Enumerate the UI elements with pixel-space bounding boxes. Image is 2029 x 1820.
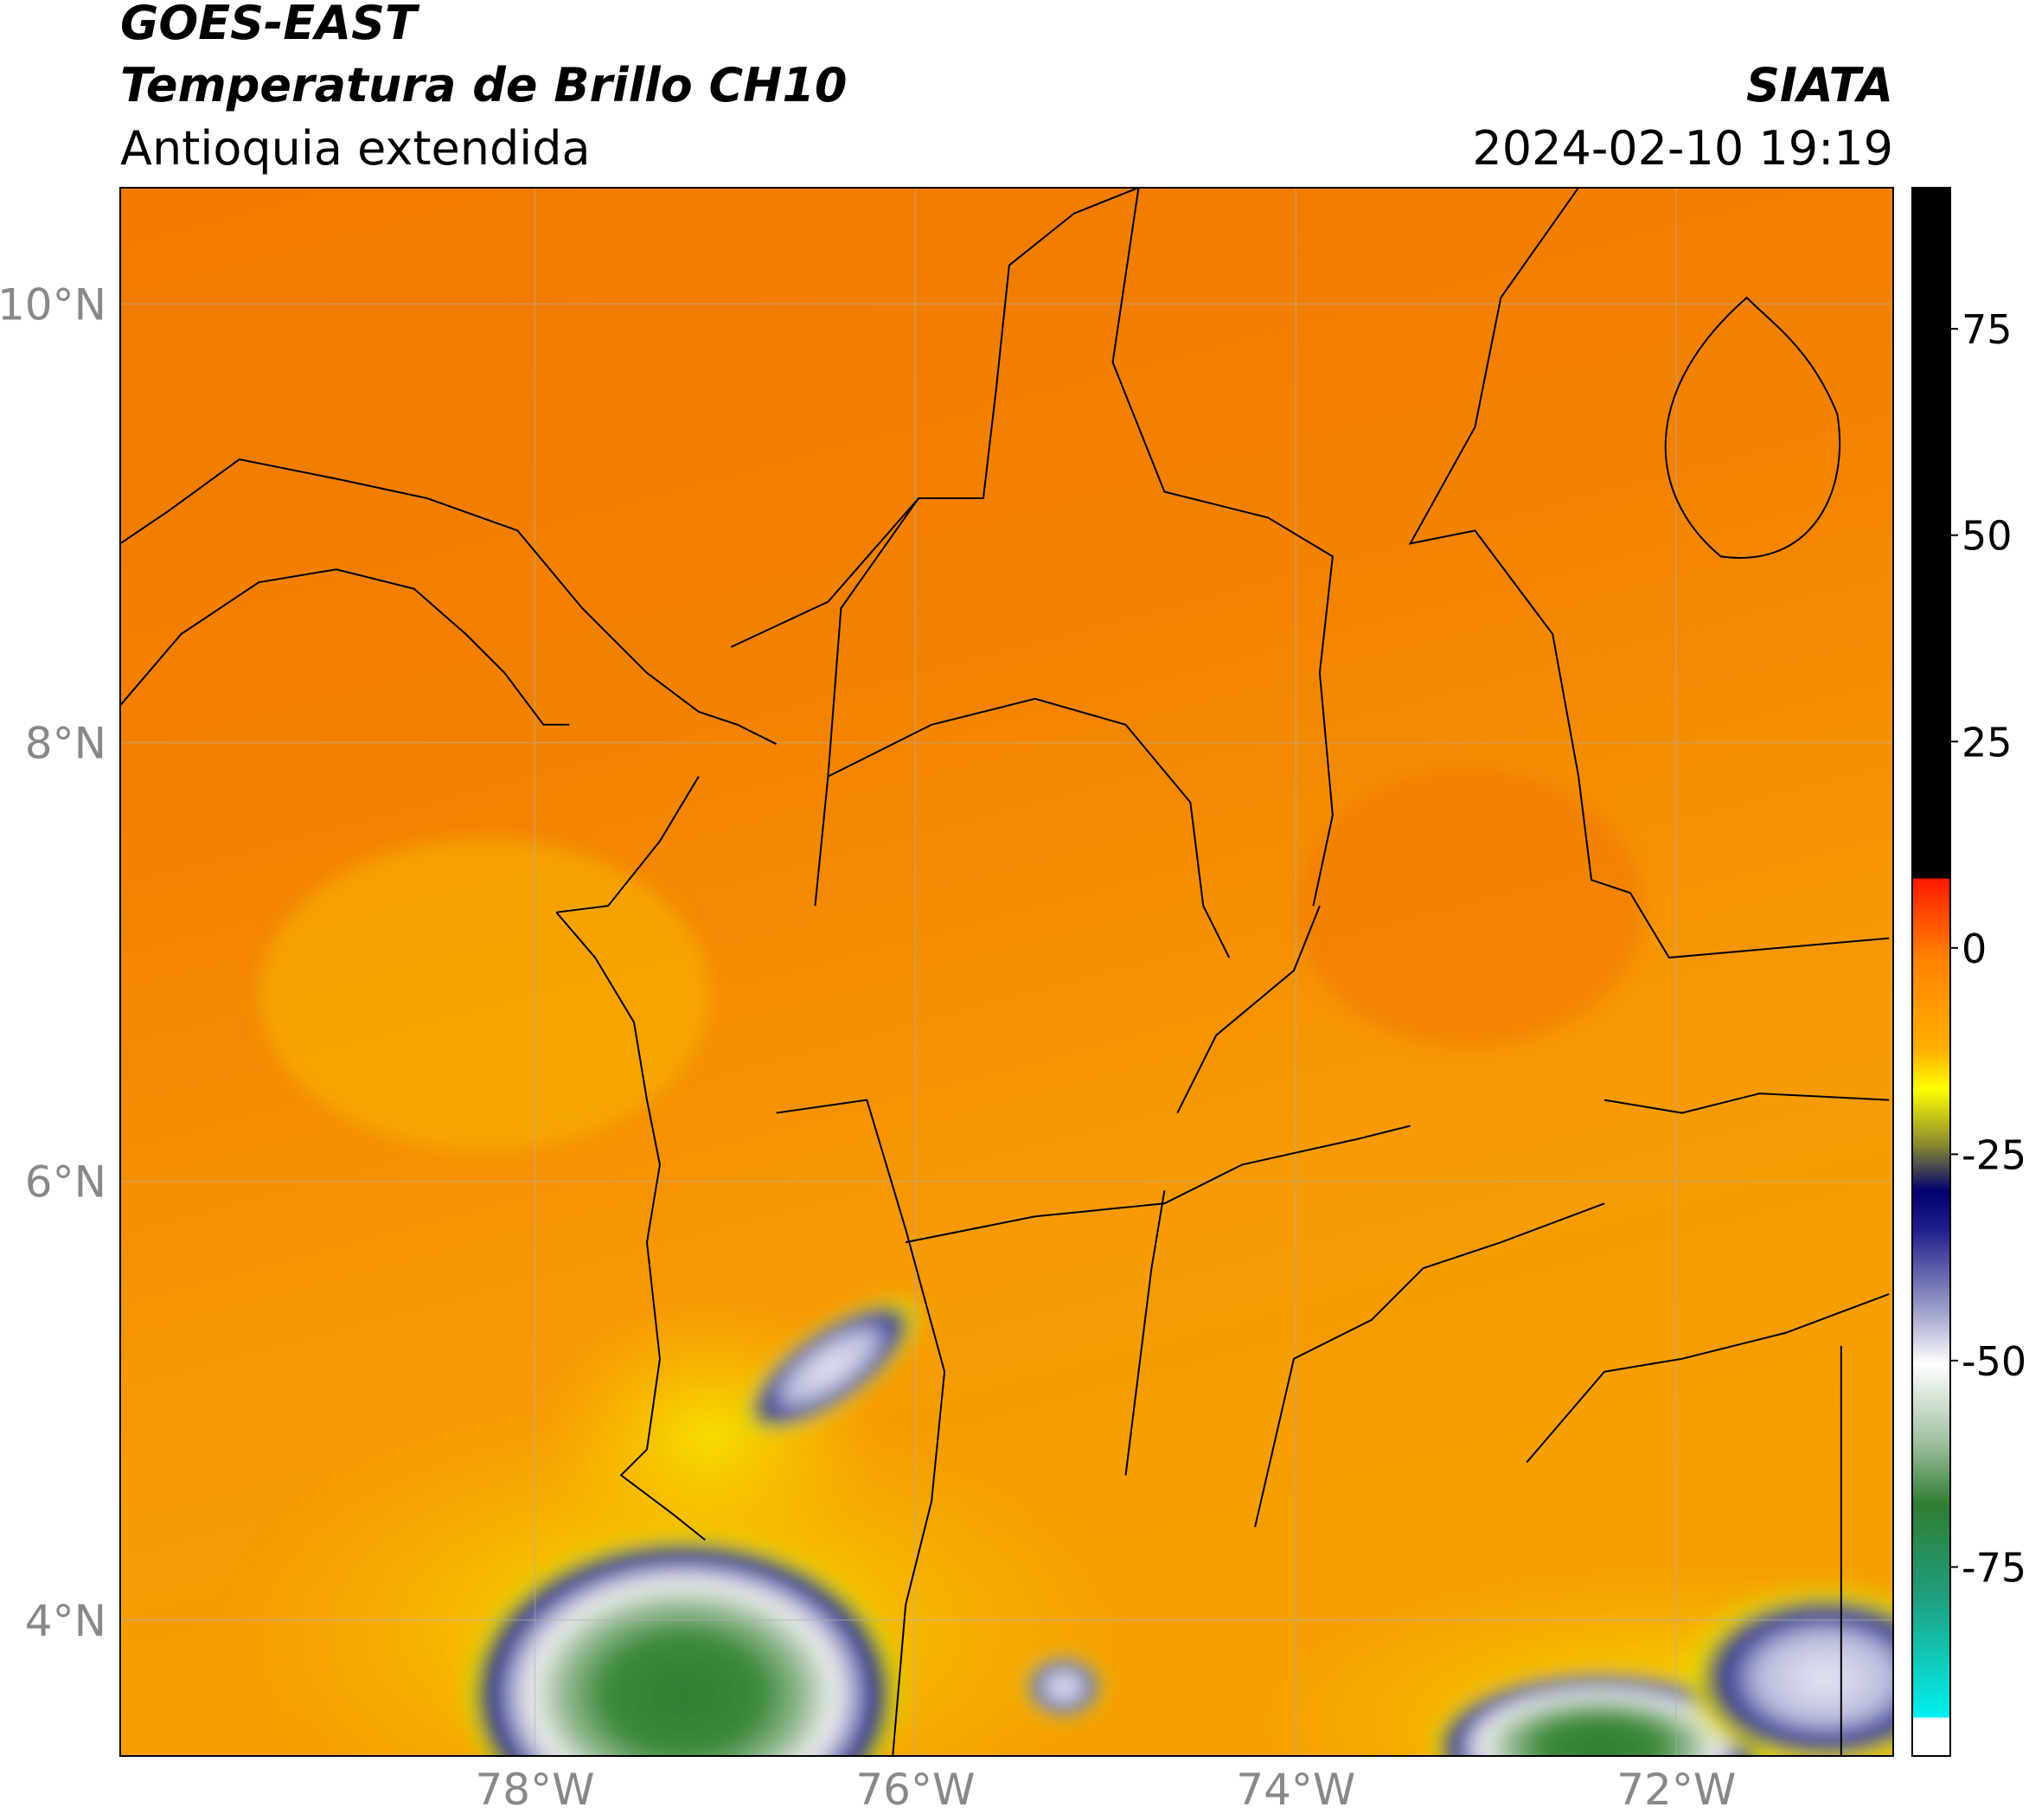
- x-tick-label: 74°W: [1236, 1765, 1355, 1815]
- y-tick-label: 4°N: [25, 1596, 106, 1646]
- header-title: GOES-EAST: [120, 0, 420, 50]
- colorbar-tick-label: 0: [1962, 926, 1987, 972]
- header-datetime: 2024-02-10 19:19: [1472, 121, 1893, 176]
- grid-lines: [120, 188, 1893, 1756]
- y-tick-label: 6°N: [25, 1157, 106, 1208]
- x-tick-label: 78°W: [475, 1765, 594, 1815]
- colorbar-tick-label: -50: [1962, 1338, 2026, 1385]
- colorbar-tick-label: 75: [1962, 306, 2013, 353]
- colorbar-tick-label: 25: [1962, 719, 2013, 766]
- tick-labels: 78°W 76°W 74°W 72°W 4°N 6°N 8°N 10°N -75 -50 -25 0 2…: [0, 279, 2026, 1815]
- colorbar-tick-label: -75: [1962, 1544, 2026, 1591]
- colorbar-tick-label: -25: [1962, 1131, 2026, 1178]
- y-tick-label: 8°N: [25, 719, 106, 769]
- header-source: SIATA: [1746, 58, 1893, 112]
- colorbar: [1911, 187, 1951, 1757]
- map-area: [120, 188, 1893, 1756]
- cloud-field: [225, 770, 1893, 1756]
- borders: [120, 188, 1889, 1756]
- header-subtitle: Temperatura de Brillo CH10: [120, 58, 848, 112]
- header-region: Antioquia extendida: [120, 121, 591, 176]
- x-tick-label: 72°W: [1616, 1765, 1736, 1815]
- colorbar-tick-label: 50: [1962, 513, 2013, 560]
- y-tick-label: 10°N: [0, 279, 106, 330]
- x-tick-label: 76°W: [855, 1765, 975, 1815]
- map-frame: [119, 187, 1894, 1757]
